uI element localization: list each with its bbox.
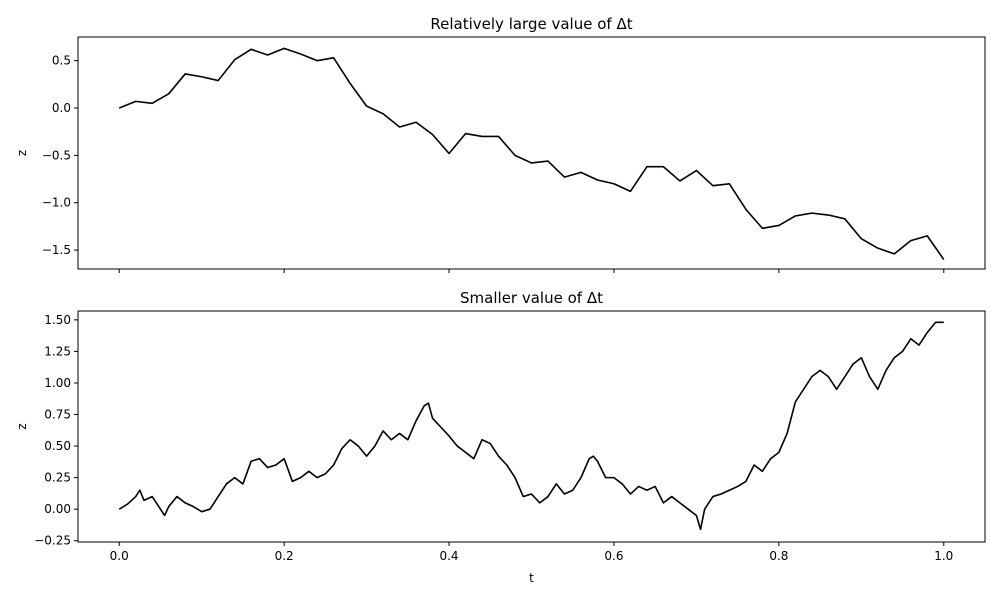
y-tick-label: 1.25	[44, 344, 71, 358]
y-tick-label: −0.25	[34, 534, 71, 548]
y-tick-label: 0.00	[44, 502, 71, 516]
y-tick-label: 0.50	[44, 439, 71, 453]
y-tick-label: 0.5	[52, 54, 71, 68]
x-tick-label: 0.0	[110, 549, 129, 563]
y-tick-label: 0.75	[44, 408, 71, 422]
series-line-0	[118, 321, 944, 531]
series-line-0	[118, 47, 945, 260]
chart-title: Smaller value of Δt	[460, 289, 603, 307]
x-tick-label: 1.0	[934, 549, 953, 563]
x-tick-label: 0.2	[275, 549, 294, 563]
axes-frame	[77, 310, 986, 543]
top-chart-panel: −1.5 −1.0 −0.5 0.0 0.5 Relatively large value…	[15, 15, 986, 273]
x-axis-label: t	[529, 571, 534, 585]
y-tick-label: 1.00	[44, 376, 71, 390]
x-tick-label: 0.8	[769, 549, 788, 563]
x-tick-label: 0.6	[604, 549, 623, 563]
y-tick-label: 1.50	[44, 313, 71, 327]
y-tick-label: −1.0	[42, 196, 71, 210]
y-tick-label: −0.5	[42, 148, 71, 162]
y-axis-label: z	[15, 150, 29, 156]
y-tick-label: −1.5	[42, 243, 71, 257]
y-axis-label: z	[15, 423, 29, 429]
axes-frame	[77, 36, 986, 270]
bottom-chart-panel: 0.0 0.2 0.4 0.6 0.8 1.0 −0.25 0.00 0.25 0.50 0.75 1…	[15, 289, 986, 585]
y-tick-label: 0.25	[44, 471, 71, 485]
chart-title: Relatively large value of Δt	[430, 15, 632, 33]
y-tick-label: 0.0	[52, 101, 71, 115]
x-tick-label: 0.4	[439, 549, 458, 563]
